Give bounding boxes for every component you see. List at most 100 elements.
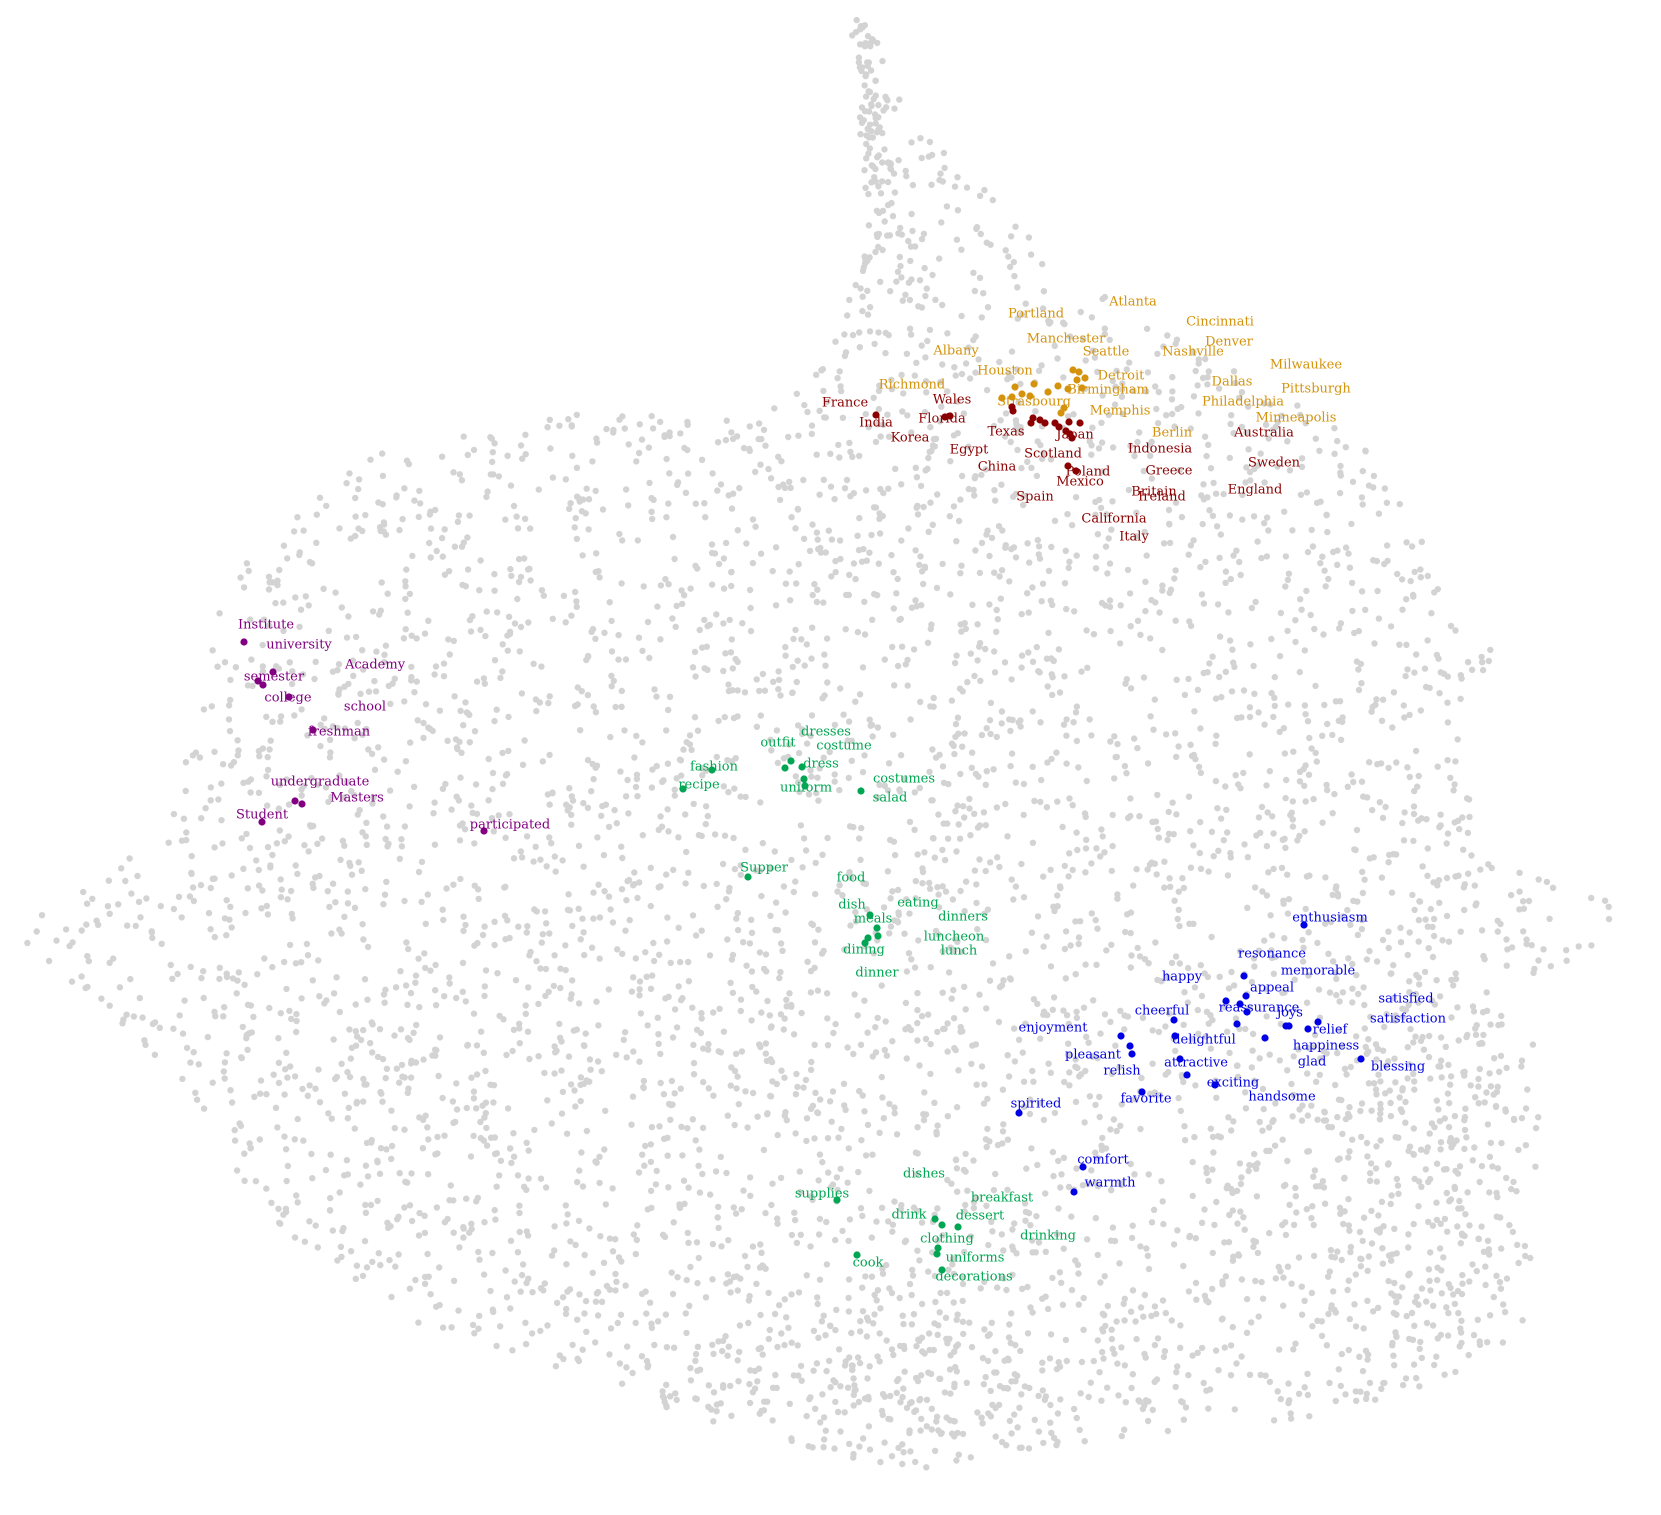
background-point [1270, 1417, 1278, 1424]
background-point [715, 1203, 722, 1211]
background-point [336, 926, 343, 933]
background-point [1029, 763, 1036, 770]
background-point [845, 774, 852, 782]
background-point [700, 1078, 707, 1086]
background-point [756, 1041, 763, 1048]
background-point [1188, 1035, 1195, 1043]
background-point [1026, 1110, 1034, 1118]
background-point [726, 1278, 734, 1285]
background-point [679, 600, 686, 608]
background-point [908, 276, 915, 283]
background-point [729, 490, 737, 497]
background-point [828, 573, 835, 580]
background-point [835, 441, 842, 449]
background-point [1099, 392, 1106, 399]
background-point [1248, 604, 1256, 612]
background-point [1142, 1397, 1150, 1404]
background-point [1469, 1261, 1476, 1268]
background-point [377, 1145, 385, 1152]
background-point [392, 984, 400, 991]
background-point [749, 1389, 757, 1396]
background-point [963, 184, 971, 191]
background-point [544, 1097, 551, 1104]
background-point [880, 1115, 887, 1122]
background-point [328, 793, 335, 801]
background-point [1151, 1303, 1159, 1310]
background-point [926, 138, 934, 146]
background-point [1317, 498, 1324, 505]
background-point [1330, 548, 1337, 556]
background-point [759, 1262, 766, 1269]
background-point [1048, 755, 1055, 763]
background-point [1372, 1086, 1380, 1093]
background-point [1465, 1351, 1472, 1359]
background-point [742, 1088, 749, 1095]
background-point [969, 749, 976, 756]
background-point [1066, 333, 1074, 340]
background-point [941, 856, 949, 864]
background-point [844, 1384, 852, 1391]
background-point [1493, 1213, 1501, 1220]
background-point [811, 580, 818, 588]
background-point [1160, 1353, 1168, 1361]
background-point [1100, 1355, 1107, 1362]
background-point [874, 421, 882, 428]
background-point [541, 1069, 548, 1077]
background-point [1185, 1371, 1192, 1379]
background-point [1003, 1286, 1010, 1294]
background-point [495, 812, 502, 819]
background-point [1390, 1352, 1397, 1359]
background-point [1395, 1190, 1402, 1198]
background-point [1411, 1298, 1419, 1306]
background-point [1141, 528, 1148, 536]
background-point [596, 574, 603, 581]
background-point [735, 1378, 742, 1385]
background-point [685, 869, 692, 876]
background-point [1404, 764, 1411, 771]
background-point [932, 296, 939, 303]
background-point [978, 471, 985, 479]
background-point [1549, 884, 1557, 891]
background-point [1327, 1246, 1335, 1254]
background-point [918, 602, 925, 609]
background-point [1075, 934, 1083, 941]
background-point [618, 886, 626, 893]
background-point [1145, 960, 1152, 967]
background-point [1310, 1173, 1317, 1180]
background-point [487, 1287, 494, 1295]
background-point [1168, 959, 1176, 967]
background-point [450, 1277, 458, 1285]
background-point [253, 857, 260, 864]
background-point [1008, 545, 1015, 553]
background-point [736, 484, 743, 492]
background-point [404, 1001, 411, 1008]
background-point [666, 432, 673, 440]
background-point [411, 689, 418, 696]
background-point [921, 1089, 928, 1096]
background-point [928, 1426, 935, 1433]
background-point [1241, 841, 1248, 848]
background-point [1378, 717, 1386, 724]
background-point [832, 1236, 839, 1244]
background-point [1392, 851, 1400, 858]
background-point [1192, 755, 1199, 763]
background-point [511, 620, 519, 627]
background-point [558, 1110, 566, 1117]
background-point [517, 442, 525, 449]
background-point [752, 468, 759, 476]
background-point [1415, 817, 1422, 824]
background-point [422, 920, 429, 927]
background-point [1364, 1267, 1371, 1275]
background-point [1379, 814, 1387, 822]
background-point [848, 1329, 855, 1337]
background-point [1027, 1222, 1034, 1229]
background-point [1142, 607, 1149, 615]
background-point [1303, 587, 1310, 595]
background-point [1033, 1213, 1040, 1220]
background-point [66, 942, 73, 950]
background-point [517, 1288, 524, 1295]
background-point [459, 581, 466, 589]
background-point [216, 964, 223, 971]
background-point [692, 932, 700, 939]
background-point [1306, 1413, 1313, 1420]
